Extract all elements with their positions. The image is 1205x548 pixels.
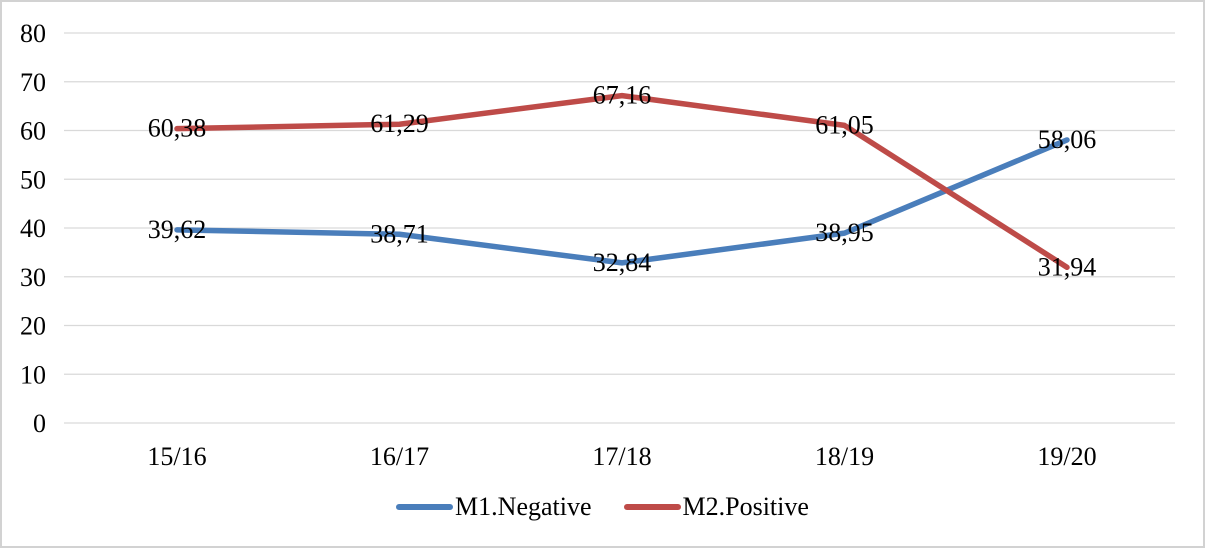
series-line-m1-negative: [174, 137, 1070, 266]
y-tick-label: 0: [33, 409, 46, 438]
y-tick-label: 50: [20, 165, 46, 194]
x-category-label: 19/20: [1037, 442, 1096, 471]
data-label: 38,95: [815, 218, 874, 247]
x-category-label: 18/19: [815, 442, 874, 471]
data-label: 32,84: [593, 248, 652, 277]
x-category-label: 17/18: [592, 442, 651, 471]
y-tick-label: 60: [20, 117, 46, 146]
y-tick-label: 70: [20, 68, 46, 97]
data-label: 61,29: [370, 109, 429, 138]
y-tick-label: 10: [20, 360, 46, 389]
legend-item-m1-negative: M1.Negative: [396, 492, 592, 521]
legend-line-swatch-blue: [396, 504, 454, 510]
x-category-label: 16/17: [370, 442, 429, 471]
series-line-m2-positive: [174, 92, 1070, 271]
data-label: 67,16: [593, 81, 652, 110]
data-label: 58,06: [1038, 125, 1097, 154]
data-label: 61,05: [815, 110, 874, 139]
y-tick-label: 20: [20, 312, 46, 341]
y-tick-label: 30: [20, 263, 46, 292]
y-tick-label: 40: [20, 214, 46, 243]
legend-line-swatch-red: [623, 504, 681, 510]
data-label: 38,71: [370, 219, 429, 248]
chart-legend: M1.Negative M2.Positive: [2, 494, 1203, 520]
x-category-label: 15/16: [147, 442, 206, 471]
legend-item-m2-positive: M2.Positive: [623, 492, 809, 521]
data-label: 31,94: [1038, 252, 1097, 281]
data-label: 60,38: [148, 114, 207, 143]
data-label: 39,62: [148, 215, 207, 244]
legend-label: M1.Negative: [455, 492, 592, 521]
y-tick-label: 80: [20, 19, 46, 48]
legend-label: M2.Positive: [682, 492, 809, 521]
